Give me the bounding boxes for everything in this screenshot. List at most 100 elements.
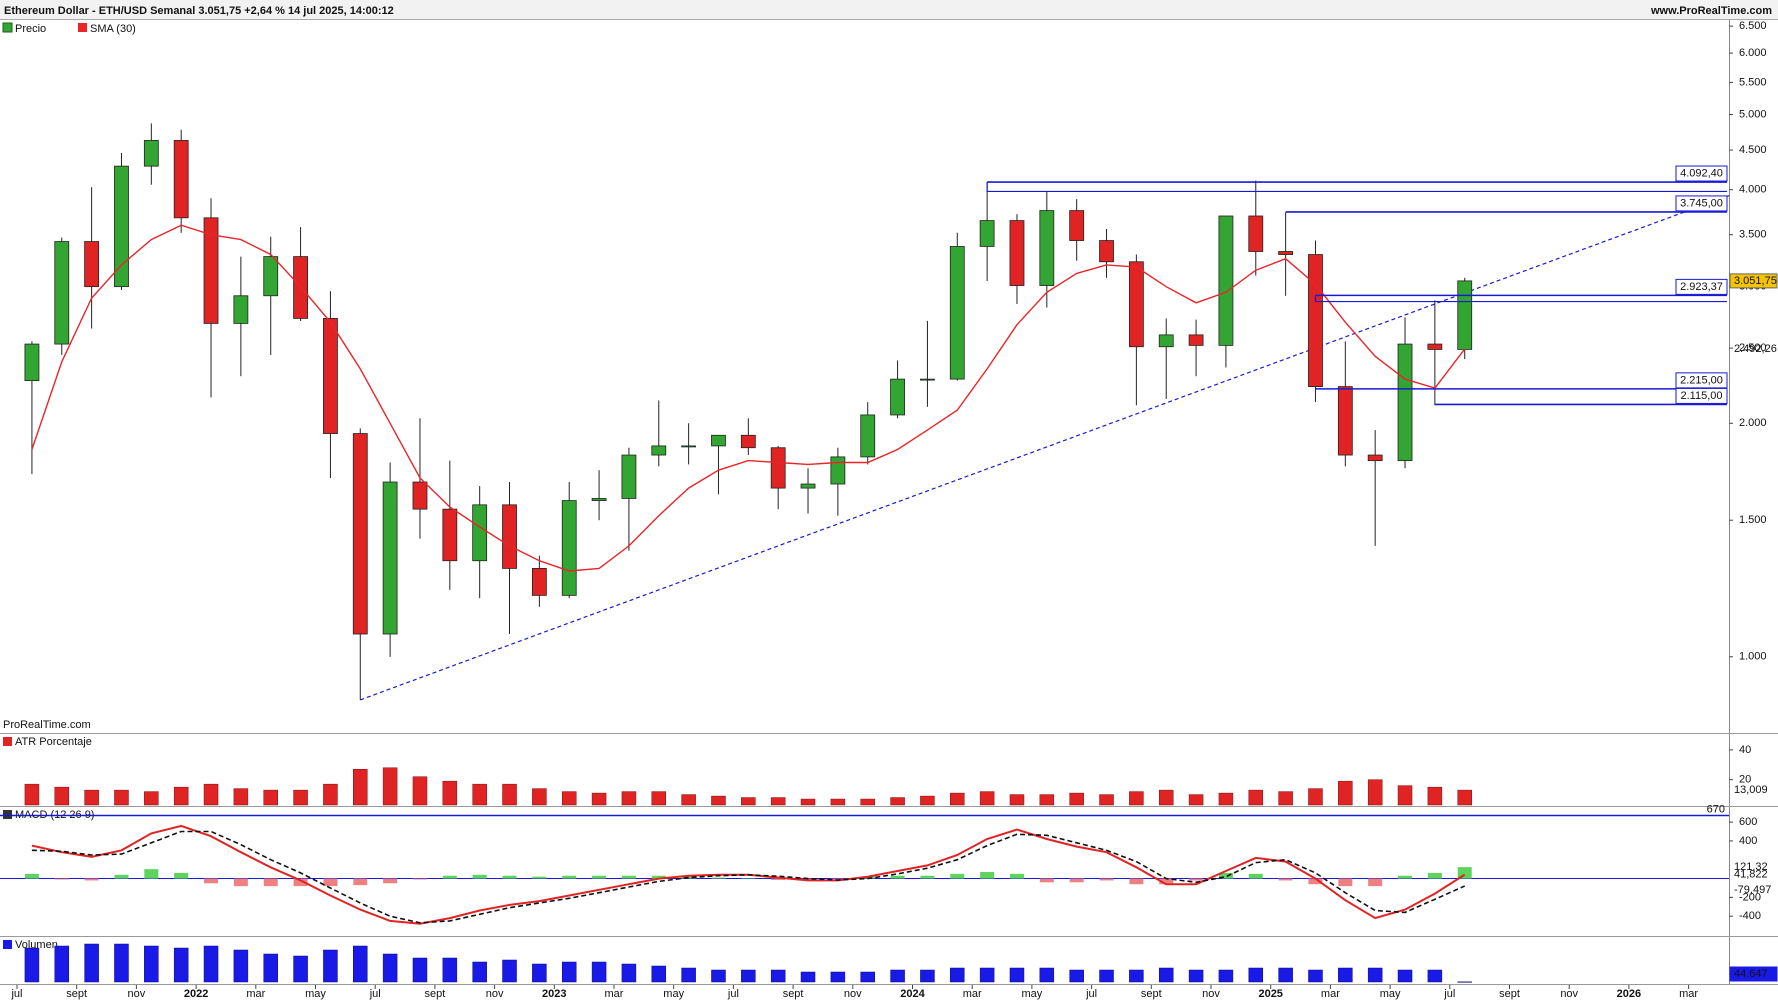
histogram-bar — [1278, 878, 1293, 881]
y-tick-label: 6.000 — [1739, 47, 1767, 59]
level-tag-label: 2.923,37 — [1680, 281, 1723, 293]
bar — [233, 788, 249, 806]
histogram-bar — [1218, 872, 1233, 879]
bar — [1397, 785, 1413, 806]
bar — [114, 943, 129, 983]
x-tick-label: jul — [1085, 988, 1097, 1000]
bar — [293, 789, 308, 806]
y-tick-label: 2.500 — [1739, 342, 1767, 354]
histogram-bar — [472, 874, 487, 879]
bar — [770, 969, 786, 983]
value-tag-label: 44.647 — [1734, 968, 1768, 980]
bar — [741, 797, 756, 806]
bar — [1278, 967, 1293, 983]
y-tick-label: 600 — [1739, 816, 1757, 828]
histogram-bar — [1308, 878, 1323, 885]
level-tag — [1675, 278, 1728, 295]
bar — [203, 783, 219, 806]
bar — [591, 792, 607, 806]
histogram-bar — [144, 869, 159, 879]
candle-body — [1397, 343, 1413, 462]
histogram-bar — [24, 873, 39, 879]
bar — [651, 791, 667, 806]
bar — [800, 798, 816, 806]
histogram-bar — [890, 875, 905, 879]
candle-body — [1158, 334, 1174, 348]
bar — [382, 953, 398, 983]
bar — [1248, 967, 1264, 983]
x-tick-label: sept — [783, 988, 804, 1000]
bar — [1218, 792, 1234, 806]
bar — [472, 783, 487, 806]
candle-body — [173, 140, 189, 219]
histogram-bar — [1009, 873, 1024, 879]
y-tick-label: 40 — [1739, 744, 1751, 756]
x-tick-label: mar — [1679, 988, 1698, 1000]
candle-body — [979, 220, 995, 247]
legend-label: SMA (30) — [90, 23, 136, 35]
x-tick-label: may — [663, 988, 684, 1000]
histogram-bar — [1159, 878, 1174, 885]
candle-body — [770, 447, 786, 489]
bar — [1188, 794, 1204, 806]
level-tag — [1675, 165, 1728, 182]
y-tick-label: 3.500 — [1739, 229, 1767, 241]
chart-title: Ethereum Dollar - ETH/USD Semanal 3.051,… — [4, 5, 394, 17]
histogram-bar — [1069, 878, 1084, 883]
bar — [1158, 967, 1174, 983]
candle-body — [382, 481, 398, 635]
candle-body — [681, 445, 697, 448]
candle-body — [1099, 240, 1114, 263]
bar — [353, 769, 368, 806]
bar — [323, 949, 338, 983]
x-tick-label: may — [305, 988, 326, 1000]
y-tick-label: 1.000 — [1739, 651, 1767, 663]
bar — [979, 791, 995, 806]
histogram-bar — [1457, 867, 1472, 879]
x-tick-label: sept — [66, 988, 87, 1000]
bar — [681, 794, 696, 806]
bar — [24, 947, 40, 983]
bar — [711, 969, 726, 983]
bar — [54, 786, 70, 806]
bar — [1367, 779, 1383, 806]
histogram-bar — [54, 878, 69, 880]
histogram-bar — [84, 878, 99, 881]
bar — [591, 961, 607, 983]
bar — [1457, 789, 1472, 806]
y-tick-label: 5.000 — [1739, 108, 1767, 120]
histogram-bar — [830, 878, 845, 880]
bar — [1069, 792, 1084, 806]
histogram-bar — [1338, 878, 1353, 887]
histogram-bar — [651, 875, 666, 879]
bar — [621, 791, 637, 806]
candle-body — [1308, 254, 1323, 387]
x-tick-label: sept — [425, 988, 446, 1000]
candle-body — [1009, 220, 1025, 286]
value-tag — [1729, 966, 1778, 982]
bar — [1129, 791, 1144, 806]
bar — [920, 795, 935, 806]
candle-body — [54, 241, 70, 345]
bar — [263, 953, 278, 983]
histogram-bar — [1368, 878, 1383, 887]
histogram-bar — [562, 875, 577, 879]
x-tick-label: sept — [1141, 988, 1162, 1000]
candle-body — [352, 433, 368, 635]
x-tick-label: jul — [1443, 988, 1455, 1000]
value-tag — [1729, 273, 1778, 289]
histogram-bar — [383, 878, 398, 884]
sma-line — [31, 224, 1466, 572]
histogram-bar — [1248, 873, 1263, 879]
histogram-bar — [980, 871, 995, 879]
candle-body — [84, 241, 100, 288]
candle-body — [143, 140, 159, 167]
level-tag-label: 2.215,00 — [1680, 374, 1723, 386]
histogram-bar — [114, 874, 129, 879]
histogram-bar — [293, 878, 308, 887]
bar — [1099, 969, 1114, 983]
bar — [890, 969, 905, 983]
level-tag-label: 2.115,00 — [1680, 390, 1722, 402]
histogram-bar — [920, 875, 935, 879]
bar — [681, 967, 696, 983]
